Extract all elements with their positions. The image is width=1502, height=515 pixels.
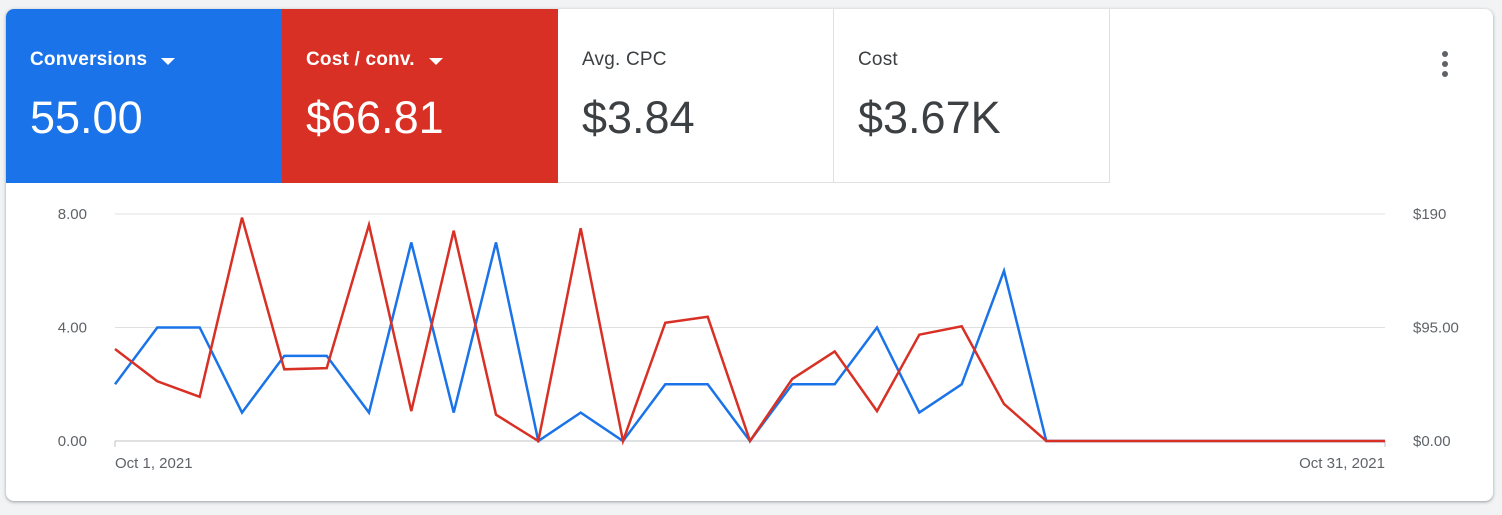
metric-cost-per-conv[interactable]: Cost / conv. $66.81 [282, 9, 558, 183]
menu-dot [1442, 51, 1448, 57]
y-left-tick-label: 8.00 [58, 206, 87, 223]
menu-dot [1442, 61, 1448, 67]
metric-avg-cpc[interactable]: Avg. CPC $3.84 [558, 9, 834, 183]
x-tick-label: Oct 1, 2021 [115, 455, 193, 472]
dropdown-arrow-icon[interactable] [428, 57, 443, 65]
metric-conversions-label-text: Conversions [30, 49, 148, 70]
x-tick-label: Oct 31, 2021 [1299, 455, 1385, 472]
y-left-tick-label: 4.00 [58, 320, 87, 337]
performance-card: Conversions 55.00 Cost / conv. $66.81 Av… [6, 9, 1493, 501]
metric-cost-label: Cost [858, 49, 898, 70]
metric-conversions-label[interactable]: Conversions [30, 49, 176, 71]
metric-cost-value: $3.67K [858, 92, 1001, 143]
metric-cost[interactable]: Cost $3.67K [834, 9, 1110, 183]
more-vert-icon[interactable] [1430, 49, 1460, 79]
metric-cost-per-conv-label[interactable]: Cost / conv. [306, 49, 443, 71]
y-right-tick-label: $190 [1413, 206, 1446, 223]
y-right-tick-label: $0.00 [1413, 433, 1451, 450]
series-line-conversions [113, 242, 1385, 444]
metric-cost-per-conv-value: $66.81 [306, 92, 444, 143]
metric-cost-per-conv-label-text: Cost / conv. [306, 49, 415, 70]
metric-conversions-value: 55.00 [30, 92, 143, 143]
menu-dot [1442, 71, 1448, 77]
line-chart: 8.00 $190 4.00 $95.00 0.00 $0.00 Oct 1, 2021 Oc… [58, 206, 1459, 472]
dropdown-arrow-icon[interactable] [161, 57, 176, 65]
y-left-tick-label: 0.00 [58, 433, 87, 450]
metric-avg-cpc-label: Avg. CPC [582, 49, 667, 70]
metric-avg-cpc-value: $3.84 [582, 92, 695, 143]
metric-conversions[interactable]: Conversions 55.00 [6, 9, 282, 183]
series-line-cost-per-conv [114, 217, 1385, 446]
y-right-tick-label: $95.00 [1413, 320, 1459, 337]
